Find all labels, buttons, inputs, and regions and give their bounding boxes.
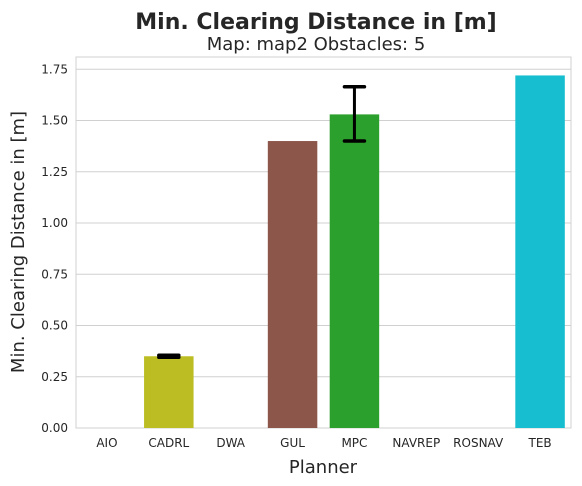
y-axis-label: Min. Clearing Distance in [m] bbox=[8, 111, 29, 373]
x-tick-label-aio: AIO bbox=[96, 436, 117, 450]
x-axis-label: Planner bbox=[289, 457, 358, 478]
error-bars-group bbox=[157, 84, 367, 360]
x-tick-label-teb: TEB bbox=[527, 436, 551, 450]
y-tick-label: 0.25 bbox=[41, 370, 68, 384]
x-tick-label-navrep: NAVREP bbox=[392, 436, 440, 450]
y-tick-label: 1.25 bbox=[41, 165, 68, 179]
bar-teb bbox=[515, 75, 565, 429]
chart-subtitle: Map: map2 Obstacles: 5 bbox=[207, 34, 426, 55]
y-tick-label: 0.00 bbox=[41, 421, 68, 435]
y-tick-label: 1.50 bbox=[41, 114, 68, 128]
x-tick-label-cadrl: CADRL bbox=[148, 436, 189, 450]
x-tick-label-dwa: DWA bbox=[216, 436, 245, 450]
plot-area-frame bbox=[75, 56, 572, 429]
bars-group bbox=[144, 75, 565, 429]
x-tick-label-gul: GUL bbox=[280, 436, 305, 450]
y-tick-label: 0.50 bbox=[41, 319, 68, 333]
bar-mpc bbox=[329, 114, 380, 428]
bar-cadrl bbox=[144, 356, 194, 428]
y-tick-label: 1.75 bbox=[41, 62, 68, 76]
bar-gul bbox=[267, 141, 318, 428]
y-tick-label: 1.00 bbox=[41, 216, 68, 230]
x-tick-labels: AIO CADRL DWA GUL MPC NAVREP ROSNAV TEB bbox=[96, 436, 551, 450]
y-tick-labels: 0.00 0.25 0.50 0.75 1.00 1.25 1.50 1.75 bbox=[41, 62, 68, 435]
y-tick-label: 0.75 bbox=[41, 267, 68, 281]
x-tick-label-mpc: MPC bbox=[341, 436, 367, 450]
chart-title: Min. Clearing Distance in [m] bbox=[135, 10, 496, 35]
x-tick-label-rosnav: ROSNAV bbox=[453, 436, 504, 450]
